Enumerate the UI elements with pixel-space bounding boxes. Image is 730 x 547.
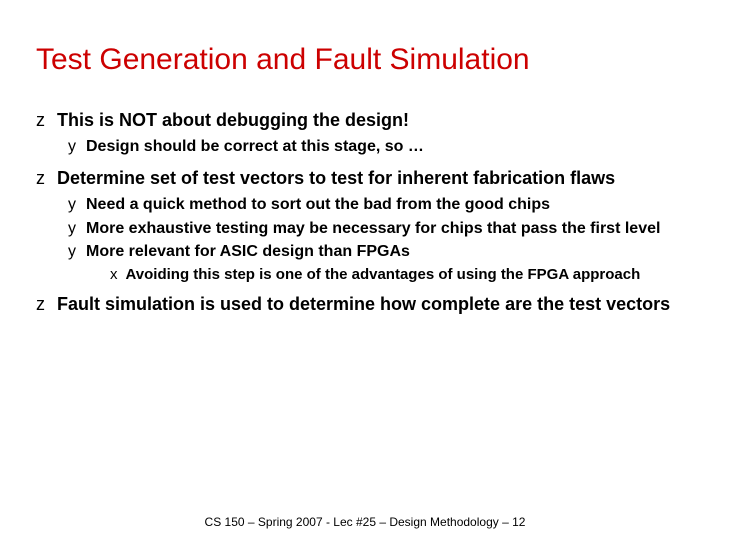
- slide-content: Test Generation and Fault Simulation z T…: [0, 0, 730, 317]
- bullet-text: More relevant for ASIC design than FPGAs: [86, 241, 410, 263]
- bullet-marker: y: [68, 194, 76, 216]
- bullet-text: Fault simulation is used to determine ho…: [57, 292, 670, 316]
- bullet-level2: y More relevant for ASIC design than FPG…: [68, 241, 700, 263]
- bullet-text: Design should be correct at this stage, …: [86, 136, 424, 158]
- bullet-level1: z Determine set of test vectors to test …: [36, 166, 700, 190]
- bullet-marker: x: [110, 265, 118, 285]
- bullet-text: Avoiding this step is one of the advanta…: [126, 265, 641, 285]
- slide-title: Test Generation and Fault Simulation: [36, 42, 700, 78]
- bullet-level2: y More exhaustive testing may be necessa…: [68, 218, 700, 240]
- bullet-level2: y Design should be correct at this stage…: [68, 136, 700, 158]
- bullet-level1: z Fault simulation is used to determine …: [36, 292, 700, 316]
- bullet-text: Determine set of test vectors to test fo…: [57, 166, 615, 190]
- bullet-level2: y Need a quick method to sort out the ba…: [68, 194, 700, 216]
- bullet-text: Need a quick method to sort out the bad …: [86, 194, 550, 216]
- bullet-marker: y: [68, 218, 76, 240]
- bullet-marker: z: [36, 108, 45, 132]
- bullet-text: This is NOT about debugging the design!: [57, 108, 409, 132]
- bullet-marker: y: [68, 241, 76, 263]
- bullet-marker: z: [36, 166, 45, 190]
- bullet-marker: y: [68, 136, 76, 158]
- bullet-text: More exhaustive testing may be necessary…: [86, 218, 660, 240]
- bullet-marker: z: [36, 292, 45, 316]
- slide-footer: CS 150 – Spring 2007 - Lec #25 – Design …: [0, 515, 730, 529]
- bullet-level3: x Avoiding this step is one of the advan…: [110, 265, 700, 285]
- bullet-level1: z This is NOT about debugging the design…: [36, 108, 700, 132]
